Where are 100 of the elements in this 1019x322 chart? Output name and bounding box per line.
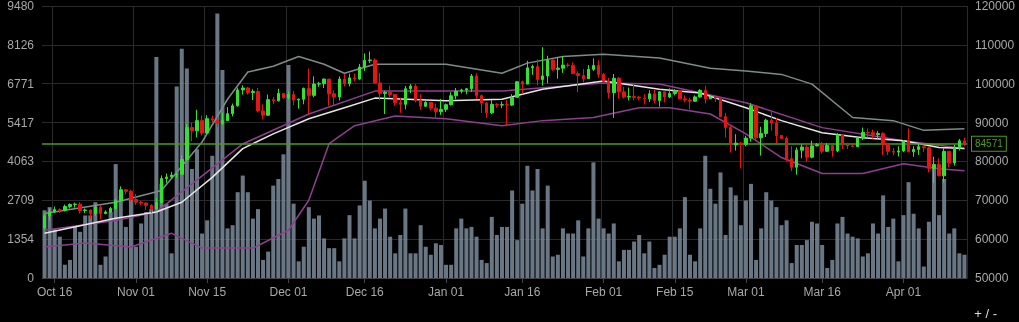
- x-tick-label: Nov 01: [117, 285, 156, 299]
- candlestick: [495, 102, 499, 109]
- candlestick: [404, 85, 407, 110]
- candlestick: [592, 57, 595, 72]
- candlestick: [287, 90, 290, 101]
- x-tick-label: Dec 01: [269, 285, 308, 299]
- candlestick: [246, 86, 250, 96]
- candlestick: [729, 124, 732, 153]
- candlestick: [78, 201, 82, 214]
- candlestick: [775, 117, 778, 144]
- candlestick: [526, 60, 529, 85]
- candlestick: [414, 83, 417, 103]
- candlestick: [114, 198, 117, 211]
- candlestick: [607, 77, 610, 99]
- candlestick: [770, 111, 773, 132]
- candlestick: [831, 145, 834, 158]
- line-series: [43, 107, 966, 249]
- candlestick: [155, 197, 158, 211]
- candlestick: [861, 127, 865, 141]
- candlestick: [856, 136, 859, 148]
- candlestick: [627, 87, 631, 101]
- candlestick: [932, 156, 936, 184]
- candlestick: [266, 94, 270, 117]
- candlestick: [205, 114, 209, 135]
- y-tick-label: 9480: [7, 0, 35, 13]
- candlestick: [89, 209, 92, 220]
- candlestick: [800, 143, 804, 159]
- candlestick: [200, 115, 204, 136]
- y2-tick-label: 90000: [975, 115, 1009, 130]
- candlestick: [825, 142, 829, 153]
- candlestick: [714, 96, 717, 103]
- candlestick: [734, 133, 738, 152]
- candlestick: [643, 93, 646, 105]
- candlestick: [851, 143, 854, 148]
- candlestick: [195, 109, 199, 138]
- candlestick: [805, 144, 809, 163]
- candlestick: [953, 144, 956, 167]
- candlestick: [221, 111, 224, 126]
- candlestick: [673, 88, 677, 96]
- y-tick-label: 8126: [7, 37, 35, 52]
- candlestick: [897, 145, 900, 157]
- candlestick: [739, 141, 743, 169]
- candlestick: [597, 59, 600, 79]
- candlestick: [43, 213, 46, 231]
- x-tick-label: Mar 01: [727, 285, 765, 299]
- y2-tick-label: 120000: [975, 0, 1016, 13]
- x-tick-label: Oct 16: [37, 285, 73, 299]
- candlestick: [505, 99, 509, 126]
- candlestick: [958, 138, 961, 152]
- candlestick: [470, 73, 473, 93]
- candlestick: [48, 207, 51, 221]
- candlestick: [876, 130, 880, 140]
- candlestick: [658, 90, 661, 108]
- y-tick-label: 0: [27, 271, 35, 285]
- y-tick-label: 4063: [7, 154, 35, 169]
- x-tick-label: Feb 15: [656, 285, 694, 299]
- candlestick: [663, 90, 666, 103]
- candlestick: [236, 87, 239, 108]
- x-tick-label: Jan 01: [428, 285, 465, 299]
- candlestick: [211, 115, 214, 123]
- candlestick: [841, 133, 844, 150]
- candlestick: [104, 209, 107, 215]
- y2-tick-label: 70000: [975, 193, 1009, 208]
- candlestick: [150, 203, 153, 214]
- candlestick: [465, 87, 468, 95]
- candlestick: [536, 58, 539, 86]
- candlestick: [963, 137, 966, 147]
- candlestick: [648, 89, 651, 103]
- candlestick: [58, 207, 62, 214]
- candlestick: [780, 134, 783, 140]
- candlestick: [480, 94, 483, 114]
- candlestick: [282, 92, 285, 100]
- y-tick-label: 2709: [7, 193, 35, 208]
- candlestick: [785, 136, 788, 162]
- candlestick: [485, 101, 488, 119]
- candlestick: [521, 80, 524, 95]
- candlestick: [160, 174, 163, 204]
- ref-line-label: 84571: [975, 138, 1004, 150]
- candlestick: [226, 106, 229, 122]
- candlestick: [338, 75, 341, 101]
- candlestick: [399, 97, 402, 114]
- y2-tick-label: 100000: [975, 76, 1016, 91]
- candlestick: [460, 88, 463, 94]
- candlestick: [348, 73, 351, 87]
- candlestick: [190, 122, 194, 142]
- candlestick: [795, 146, 798, 176]
- candlestick: [292, 90, 295, 106]
- candlestick: [602, 72, 605, 84]
- candlestick: [302, 87, 305, 105]
- candlestick: [307, 68, 311, 115]
- candlestick: [358, 63, 361, 81]
- y2-tick-label: 60000: [975, 232, 1009, 247]
- candlestick: [94, 204, 97, 217]
- candlestick: [582, 68, 585, 84]
- candlestick: [272, 96, 275, 105]
- y-tick-label: 5417: [7, 115, 35, 130]
- candlestick: [551, 58, 555, 72]
- candlestick: [490, 99, 494, 115]
- y2-tick-label: 80000: [975, 154, 1009, 169]
- candlestick: [277, 88, 280, 103]
